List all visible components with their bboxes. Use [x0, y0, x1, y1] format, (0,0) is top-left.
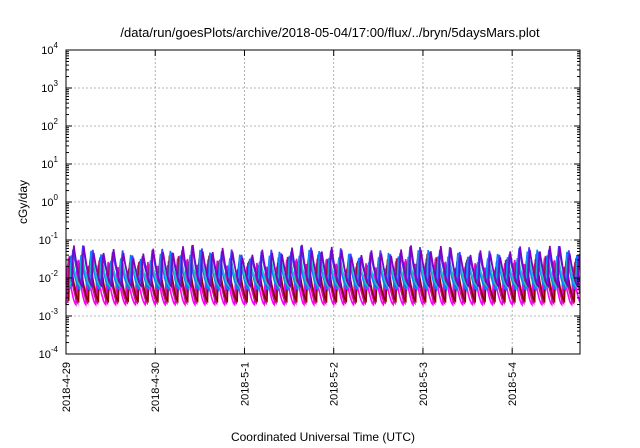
y-tick-label: 103 [41, 79, 58, 95]
x-tick-label: 2018-4-30 [150, 362, 162, 412]
series-line [71, 244, 581, 289]
x-tick-label: 2018-4-29 [61, 362, 73, 412]
y-tick-label: 10-1 [39, 231, 59, 247]
y-tick-label: 10-2 [39, 269, 59, 285]
series-line [67, 253, 581, 304]
y-tick-label: 101 [41, 155, 58, 171]
x-tick-label: 2018-5-4 [507, 362, 519, 406]
plot-frame [65, 49, 581, 355]
series-line [69, 251, 581, 289]
axis-layer: 10-4 10-3 10-2 10-1 100 101 102 103 104 2018-4-29… [39, 41, 580, 412]
y-axis-label: cGy/day [16, 180, 30, 224]
y-tick-label: 10-4 [39, 345, 59, 361]
x-tick-label: 2018-5-2 [329, 362, 341, 406]
y-tick-label: 104 [41, 41, 58, 57]
y-tick-label: 100 [41, 193, 58, 209]
y-tick-label: 102 [41, 117, 58, 133]
series-line [67, 255, 580, 306]
x-tick-label: 2018-5-3 [418, 362, 430, 406]
series-line [68, 249, 581, 292]
grid-layer [66, 50, 580, 354]
x-tick-label: 2018-5-1 [239, 362, 251, 406]
x-axis-label: Coordinated Universal Time (UTC) [231, 430, 415, 444]
series-layer [65, 244, 581, 308]
chart-title: /data/run/goesPlots/archive/2018-05-04/1… [120, 25, 540, 40]
y-tick-label: 10-3 [39, 307, 59, 323]
